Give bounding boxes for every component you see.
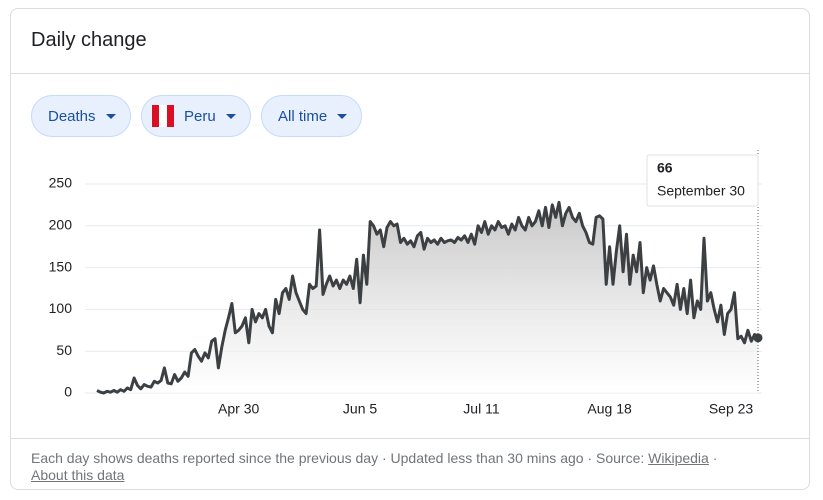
x-tick-label: Sep 23 — [709, 401, 754, 417]
y-tick-label: 0 — [64, 384, 72, 400]
country-dropdown[interactable]: Peru — [141, 95, 251, 137]
x-tick-label: Aug 18 — [587, 401, 632, 417]
x-tick-label: Jul 11 — [463, 401, 500, 417]
dropdown-arrow — [337, 113, 348, 119]
card: Daily change Deaths Peru All time Each d… — [10, 8, 810, 490]
divider — [11, 438, 809, 439]
area — [97, 202, 758, 393]
metric-dropdown[interactable]: Deaths — [31, 95, 131, 137]
x-tick-label: Jun 5 — [343, 401, 377, 417]
card-title: Daily change — [31, 29, 147, 51]
chip-label: All time — [278, 107, 328, 125]
y-tick-label: 250 — [49, 175, 73, 191]
separator: · — [712, 450, 718, 466]
chip-label: Peru — [184, 107, 216, 125]
hover-point — [753, 333, 763, 343]
chart: 0 50 100 150 200 250 Apr 30 Jun 5 Jul 11 Aug 18 Se… — [49, 150, 763, 417]
tooltip-date: September 30 — [657, 183, 745, 199]
y-tick-label: 100 — [49, 300, 73, 316]
x-tick-label: Apr 30 — [218, 401, 259, 417]
y-tick-label: 150 — [49, 258, 73, 274]
y-tick-label: 200 — [49, 217, 73, 233]
range-dropdown[interactable]: All time — [261, 95, 363, 137]
divider — [11, 73, 809, 74]
about-link[interactable]: About this data — [31, 467, 125, 483]
chip-label: Deaths — [48, 107, 96, 125]
y-tick-label: 50 — [56, 342, 72, 358]
source-link[interactable]: Wikipedia — [648, 450, 709, 466]
tooltip — [646, 154, 759, 207]
footer-text: Each day shows deaths reported since the… — [31, 450, 645, 466]
dropdown-arrow — [105, 113, 116, 119]
tooltip-value: 66 — [657, 160, 673, 176]
footer: Each day shows deaths reported since the… — [31, 450, 791, 484]
dropdown-arrow — [225, 113, 236, 119]
line — [96, 200, 760, 395]
flag — [152, 105, 174, 127]
